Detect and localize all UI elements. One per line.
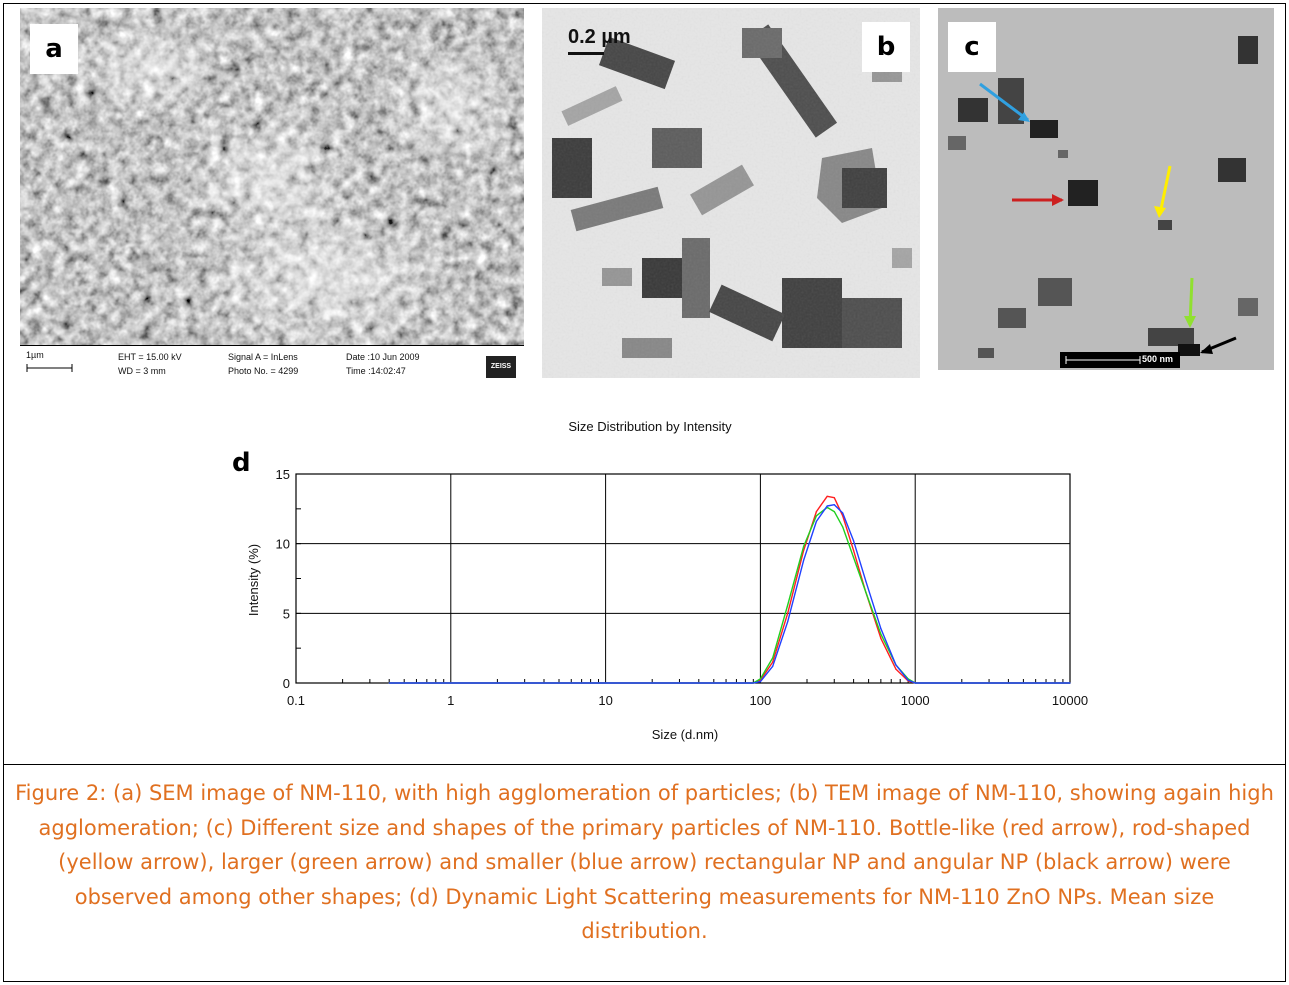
- panel-b-tem-image: 0.2 µm b: [542, 8, 920, 378]
- blue-arrow: [979, 82, 1029, 122]
- figure-frame: [3, 3, 1286, 982]
- caption-divider: [3, 764, 1286, 765]
- panel-c-scale-box: 500 nm: [1060, 352, 1180, 368]
- panel-c-label: c: [948, 22, 996, 72]
- panel-d-label: d: [232, 448, 251, 478]
- sem-scale-bar: [26, 364, 73, 372]
- sem-texture: [20, 8, 524, 346]
- panel-b-scale-bar: [568, 52, 604, 55]
- sem-wd: WD = 3 mm: [118, 366, 166, 376]
- panel-c-scale-bar: [1065, 356, 1141, 364]
- sem-eht: EHT = 15.00 kV: [118, 352, 182, 362]
- sem-signal: Signal A = InLens: [228, 352, 298, 362]
- sem-date: Date :10 Jun 2009: [346, 352, 420, 362]
- panel-a-label: a: [30, 24, 78, 74]
- sem-scale-label: 1µm: [26, 350, 44, 360]
- figure-caption: Figure 2: (a) SEM image of NM-110, with …: [15, 781, 1274, 943]
- panel-b-label: b: [862, 22, 910, 72]
- chart-title: Size Distribution by Intensity: [568, 419, 732, 434]
- yellow-arrow: [1158, 165, 1172, 215]
- panel-c-arrowheads: [1018, 112, 1213, 354]
- zeiss-logo: ZEISS: [486, 356, 516, 378]
- sem-time: Time :14:02:47: [346, 366, 406, 376]
- panel-c-tem-image: 500 nm c: [938, 8, 1274, 370]
- tem-particles: [542, 8, 920, 378]
- panel-c-scale-label: 500 nm: [1142, 354, 1174, 364]
- tem-sparse-particles: [948, 36, 1258, 358]
- sem-info-bar: 1µm EHT = 15.00 kV WD = 3 mm Signal A = …: [20, 345, 524, 386]
- panel-a-sem-image: 1µm EHT = 15.00 kV WD = 3 mm Signal A = …: [20, 8, 524, 386]
- sem-photo: Photo No. = 4299: [228, 366, 299, 376]
- panel-b-scale-label: 0.2 µm: [568, 26, 631, 48]
